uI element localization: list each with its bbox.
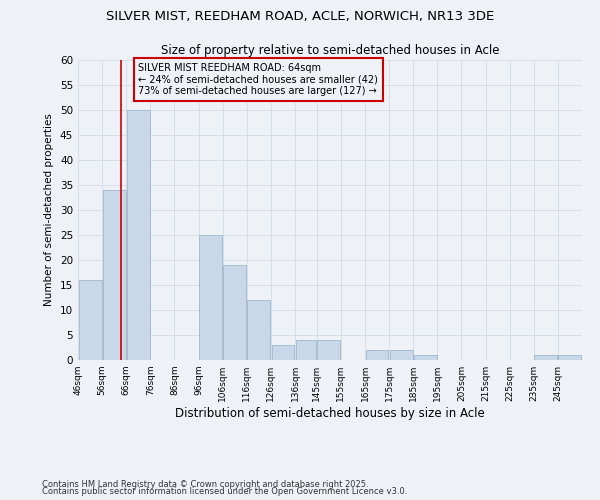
Bar xyxy=(389,350,413,360)
Text: Contains public sector information licensed under the Open Government Licence v3: Contains public sector information licen… xyxy=(42,488,407,496)
Text: SILVER MIST REEDHAM ROAD: 64sqm
← 24% of semi-detached houses are smaller (42)
7: SILVER MIST REEDHAM ROAD: 64sqm ← 24% of… xyxy=(139,63,379,96)
Text: Contains HM Land Registry data © Crown copyright and database right 2025.: Contains HM Land Registry data © Crown c… xyxy=(42,480,368,489)
Bar xyxy=(365,350,388,360)
Bar xyxy=(199,235,222,360)
Bar xyxy=(535,355,557,360)
Bar xyxy=(223,265,246,360)
Bar xyxy=(317,340,340,360)
Bar xyxy=(272,345,295,360)
Bar xyxy=(559,355,581,360)
Bar xyxy=(79,280,101,360)
Bar xyxy=(127,110,150,360)
X-axis label: Distribution of semi-detached houses by size in Acle: Distribution of semi-detached houses by … xyxy=(175,407,485,420)
Bar xyxy=(247,300,271,360)
Y-axis label: Number of semi-detached properties: Number of semi-detached properties xyxy=(44,114,55,306)
Text: SILVER MIST, REEDHAM ROAD, ACLE, NORWICH, NR13 3DE: SILVER MIST, REEDHAM ROAD, ACLE, NORWICH… xyxy=(106,10,494,23)
Bar xyxy=(296,340,316,360)
Bar xyxy=(414,355,437,360)
Bar xyxy=(103,190,125,360)
Title: Size of property relative to semi-detached houses in Acle: Size of property relative to semi-detach… xyxy=(161,44,499,58)
